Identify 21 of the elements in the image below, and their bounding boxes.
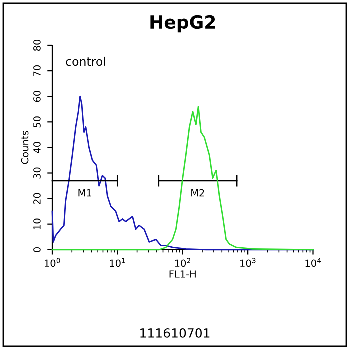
x-tick-label: 10$^{3}$	[240, 258, 256, 268]
annotation: M2	[192, 189, 204, 197]
y-tick-label: 40	[34, 142, 41, 154]
annotation: M1	[78, 190, 92, 197]
y-tick-label: 30	[34, 168, 41, 179]
y-tick-label: 70	[34, 66, 41, 76]
x-tick-label: 10$^{0}$	[45, 258, 60, 268]
x-tick-label: 10$^{1}$	[110, 258, 126, 268]
text: 111610701	[140, 328, 210, 338]
y-axis-title: Counts	[21, 131, 29, 164]
y-tick-label: 20	[34, 193, 41, 204]
annotation: control	[66, 56, 106, 66]
y-tick-label: 50	[34, 116, 41, 128]
y-tick-label: 10	[34, 218, 41, 230]
y-tick-label: 80	[34, 40, 41, 52]
y-tick-label: 60	[34, 91, 41, 102]
x-tick-label: 10$^{4}$	[306, 258, 322, 268]
x-axis-title: FL1-H	[170, 270, 196, 278]
y-tick-label: 0	[34, 247, 41, 252]
chart-title: HepG2	[150, 15, 216, 33]
x-tick-label: 10$^{2}$	[175, 258, 190, 268]
